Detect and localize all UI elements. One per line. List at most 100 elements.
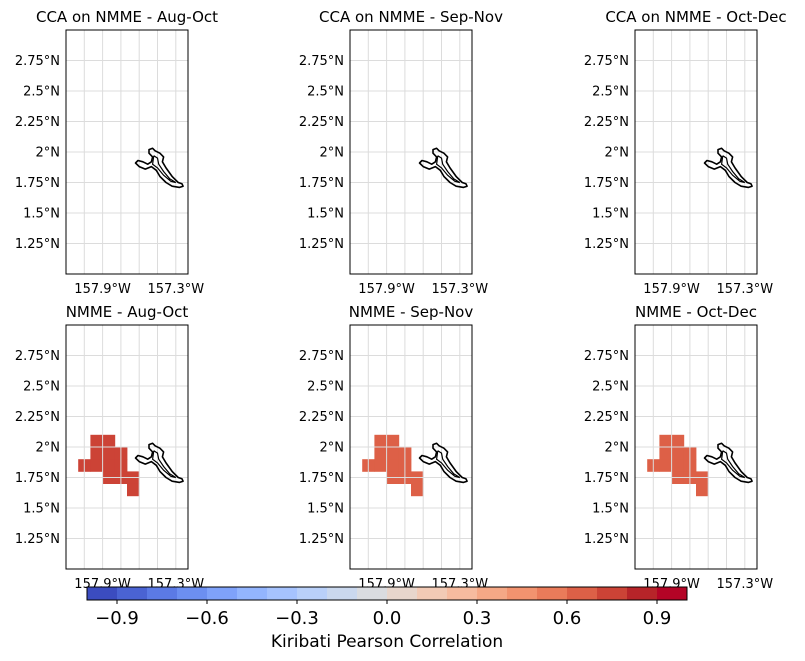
correlation-cell [386, 459, 400, 472]
y-tick-label: 1.75°N [299, 471, 344, 486]
island-lagoon-outline [151, 450, 177, 479]
correlation-cell [374, 434, 387, 448]
panel-title: NMME - Aug-Oct [66, 303, 189, 321]
correlation-cell [102, 459, 116, 472]
colorbar: −0.9 −0.6 −0.3 0.0 0.3 0.6 0.9 Kiribati Pearson… [86, 586, 688, 652]
colorbar-segment [417, 587, 448, 600]
colorbar-segment [507, 587, 538, 600]
correlation-cell [659, 459, 672, 472]
colorbar-segment [387, 587, 418, 600]
y-tick-label: 1.25°N [299, 532, 344, 547]
correlation-cell [102, 434, 116, 448]
y-tick-label: 2°N [605, 146, 630, 161]
y-tick-label: 2.75°N [15, 349, 60, 364]
colorbar-segment [627, 587, 658, 600]
colorbar-tick-label: 0.3 [463, 608, 492, 629]
map-panel-5: NMME - Sep-Nov 1.25°N 1.5°N 1.75°N 2°N 2.25°N… [299, 303, 488, 592]
y-tick-label: 2.5°N [592, 85, 629, 100]
y-tick-label: 1.75°N [299, 176, 344, 191]
correlation-cell [671, 434, 685, 448]
x-tick-label: 157.3°W [432, 282, 489, 297]
correlation-cell [127, 483, 140, 497]
colorbar-segment [567, 587, 598, 600]
y-tick-label: 1.75°N [584, 471, 629, 486]
correlation-cell [411, 483, 424, 497]
colorbar-segment [657, 587, 688, 600]
y-tick-label: 1.5°N [592, 207, 629, 222]
y-tick-label: 2.5°N [23, 380, 60, 395]
colorbar-segment [237, 587, 268, 600]
colorbar-label: Kiribati Pearson Correlation [271, 632, 503, 652]
colorbar-segment [537, 587, 568, 600]
map-panel-2: CCA on NMME - Sep-Nov 1.25°N 1.5°N 1.75°N 2°… [299, 8, 503, 297]
island-lagoon-outline [435, 155, 461, 184]
y-tick-label: 2.75°N [584, 54, 629, 69]
correlation-cell [374, 447, 387, 460]
y-tick-label: 2.5°N [307, 380, 344, 395]
island-lagoon-outline [151, 155, 177, 184]
y-tick-label: 1.75°N [15, 176, 60, 191]
map-frame [65, 29, 189, 275]
map-frame [634, 29, 758, 275]
island-coastline [134, 147, 184, 189]
colorbar-tick-label: −0.9 [95, 608, 139, 629]
correlation-cell [90, 459, 103, 472]
x-tick-label: 157.3°W [717, 282, 774, 297]
colorbar-segment [447, 587, 478, 600]
y-tick-label: 1.25°N [299, 237, 344, 252]
y-tick-label: 1.5°N [307, 502, 344, 517]
map-panel-3: CCA on NMME - Oct-Dec 1.25°N 1.5°N 1.75°N 2°… [584, 8, 787, 297]
correlation-cell [696, 483, 709, 497]
panel-title: CCA on NMME - Oct-Dec [605, 8, 786, 26]
y-tick-label: 1.5°N [307, 207, 344, 222]
y-tick-label: 1.75°N [15, 471, 60, 486]
y-tick-label: 2.5°N [592, 380, 629, 395]
map-frame [65, 324, 189, 570]
y-tick-label: 2.75°N [299, 349, 344, 364]
correlation-cell [386, 447, 400, 460]
colorbar-segment [297, 587, 328, 600]
correlation-cell [671, 447, 685, 460]
y-tick-label: 2.25°N [584, 410, 629, 425]
y-tick-label: 2.75°N [299, 54, 344, 69]
map-panel-1: CCA on NMME - Aug-Oct 1.25°N 1.5°N 1.75°N 2°… [15, 8, 218, 297]
panel-title: CCA on NMME - Sep-Nov [319, 8, 503, 26]
y-tick-label: 2°N [320, 146, 345, 161]
correlation-cell [102, 447, 116, 460]
colorbar-segment [87, 587, 118, 600]
panel-title: NMME - Sep-Nov [349, 303, 474, 321]
island-coastline [418, 442, 468, 484]
correlation-cell [659, 447, 672, 460]
y-tick-label: 1.25°N [584, 237, 629, 252]
colorbar-segment [207, 587, 238, 600]
colorbar-segment [597, 587, 628, 600]
map-frame [634, 324, 758, 570]
correlation-cell [386, 434, 400, 448]
y-tick-label: 2.5°N [23, 85, 60, 100]
colorbar-segment [177, 587, 208, 600]
y-tick-label: 2.25°N [15, 115, 60, 130]
x-tick-label: 157.3°W [148, 282, 205, 297]
island-lagoon-outline [435, 450, 461, 479]
y-tick-label: 1.5°N [592, 502, 629, 517]
island-lagoon-outline [720, 155, 746, 184]
y-tick-label: 2.25°N [584, 115, 629, 130]
map-panel-4: NMME - Aug-Oct 1.25°N 1.5°N 1.75°N 2°N 2.25°N… [15, 303, 204, 592]
y-tick-label: 1.5°N [23, 207, 60, 222]
island-coastline [703, 442, 753, 484]
colorbar-segment [117, 587, 148, 600]
y-tick-label: 1.75°N [584, 176, 629, 191]
island-coastline [134, 442, 184, 484]
y-tick-label: 1.5°N [23, 502, 60, 517]
x-tick-label: 157.9°W [74, 282, 131, 297]
y-tick-label: 2.25°N [299, 410, 344, 425]
colorbar-tick-label: −0.3 [275, 608, 319, 629]
correlation-cell [659, 434, 672, 448]
y-tick-label: 2°N [36, 441, 61, 456]
y-tick-label: 2.75°N [584, 349, 629, 364]
colorbar-tick-label: 0.6 [553, 608, 582, 629]
map-panel-6: NMME - Oct-Dec 1.25°N 1.5°N 1.75°N 2°N 2.25°N… [584, 303, 773, 592]
panel-title: NMME - Oct-Dec [635, 303, 757, 321]
y-tick-label: 2.25°N [299, 115, 344, 130]
y-tick-label: 1.25°N [15, 237, 60, 252]
